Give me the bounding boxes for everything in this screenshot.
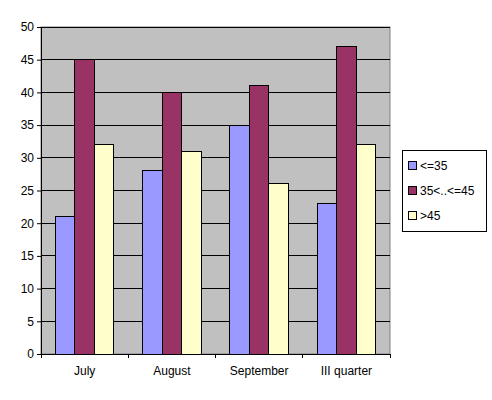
x-tick: III quarter: [321, 354, 372, 378]
y-tick-mark: [37, 256, 41, 257]
legend-swatch: [408, 212, 416, 220]
y-tick-label: 50: [21, 20, 35, 34]
x-tick-label: August: [153, 364, 191, 378]
plot-area: [41, 27, 390, 354]
y-tick-mark: [37, 321, 41, 322]
y-tick-label: 30: [21, 151, 35, 165]
y-tick-label: 15: [21, 249, 35, 263]
y-tick: 50: [21, 20, 41, 34]
y-tick: 10: [21, 282, 41, 296]
x-tick: September: [230, 354, 289, 378]
bar: [337, 47, 356, 354]
bar: [143, 171, 162, 354]
y-tick: 0: [27, 347, 41, 361]
y-tick: 15: [21, 249, 41, 263]
chart: 0 5 10 15 20 25 30 35 40 45 50 July August September I…: [0, 0, 492, 400]
x-tick-label: July: [74, 364, 95, 378]
bar: [75, 60, 94, 354]
y-tick-mark: [37, 191, 41, 192]
series: [75, 47, 356, 354]
legend-swatch: [408, 187, 416, 195]
y-tick-label: 10: [21, 282, 35, 296]
x-axis: July August September III quarter: [42, 354, 391, 378]
y-tick-mark: [37, 223, 41, 224]
y-tick: 25: [21, 184, 41, 198]
y-tick-mark: [37, 92, 41, 93]
x-tick: August: [153, 354, 191, 378]
x-separator: [390, 354, 391, 358]
x-separator: [41, 354, 42, 358]
legend-label: >45: [420, 209, 441, 223]
y-tick: 40: [21, 86, 41, 100]
x-tick-label: September: [230, 364, 289, 378]
grid: [41, 27, 390, 354]
y-tick-mark: [37, 60, 41, 61]
x-tick-label: III quarter: [321, 364, 372, 378]
series: [55, 125, 336, 354]
bar: [269, 184, 288, 354]
bars: [55, 47, 375, 354]
series: [94, 145, 375, 354]
bar: [182, 151, 201, 354]
legend: <=35 35<..<=45 >45: [402, 150, 486, 231]
bar: [55, 217, 74, 354]
legend-swatch: [408, 162, 416, 170]
y-tick-mark: [37, 158, 41, 159]
y-tick: 35: [21, 118, 41, 132]
plot: 0 5 10 15 20 25 30 35 40 45 50 July August September I…: [21, 20, 391, 377]
y-tick: 20: [21, 217, 41, 231]
y-tick-label: 20: [21, 217, 35, 231]
bar: [356, 145, 375, 354]
bar: [317, 204, 336, 354]
y-tick-mark: [37, 125, 41, 126]
x-tick: July: [74, 354, 95, 378]
y-tick-label: 25: [21, 184, 35, 198]
y-axis: 0 5 10 15 20 25 30 35 40 45 50: [21, 20, 42, 361]
x-separator: [302, 354, 303, 358]
y-axis-line: [37, 28, 42, 355]
y-tick-label: 35: [21, 118, 35, 132]
y-tick: 30: [21, 151, 41, 165]
bar: [230, 125, 249, 354]
y-tick-mark: [37, 354, 41, 355]
x-separator: [215, 354, 216, 358]
grid-line: [41, 27, 390, 28]
y-tick-label: 40: [21, 86, 35, 100]
legend-label: <=35: [420, 159, 448, 173]
bar: [94, 145, 113, 354]
y-tick: 5: [27, 315, 41, 329]
legend-label: 35<..<=45: [420, 184, 475, 198]
y-tick-label: 5: [27, 315, 34, 329]
y-tick: 45: [21, 53, 41, 67]
y-tick-label: 0: [27, 347, 34, 361]
y-tick-mark: [37, 27, 41, 28]
y-tick-mark: [37, 289, 41, 290]
bar: [249, 86, 268, 354]
bar: [162, 92, 181, 354]
legend-box: [402, 150, 486, 231]
y-tick-label: 45: [21, 53, 35, 67]
x-separators: [41, 354, 390, 358]
x-separator: [128, 354, 129, 358]
